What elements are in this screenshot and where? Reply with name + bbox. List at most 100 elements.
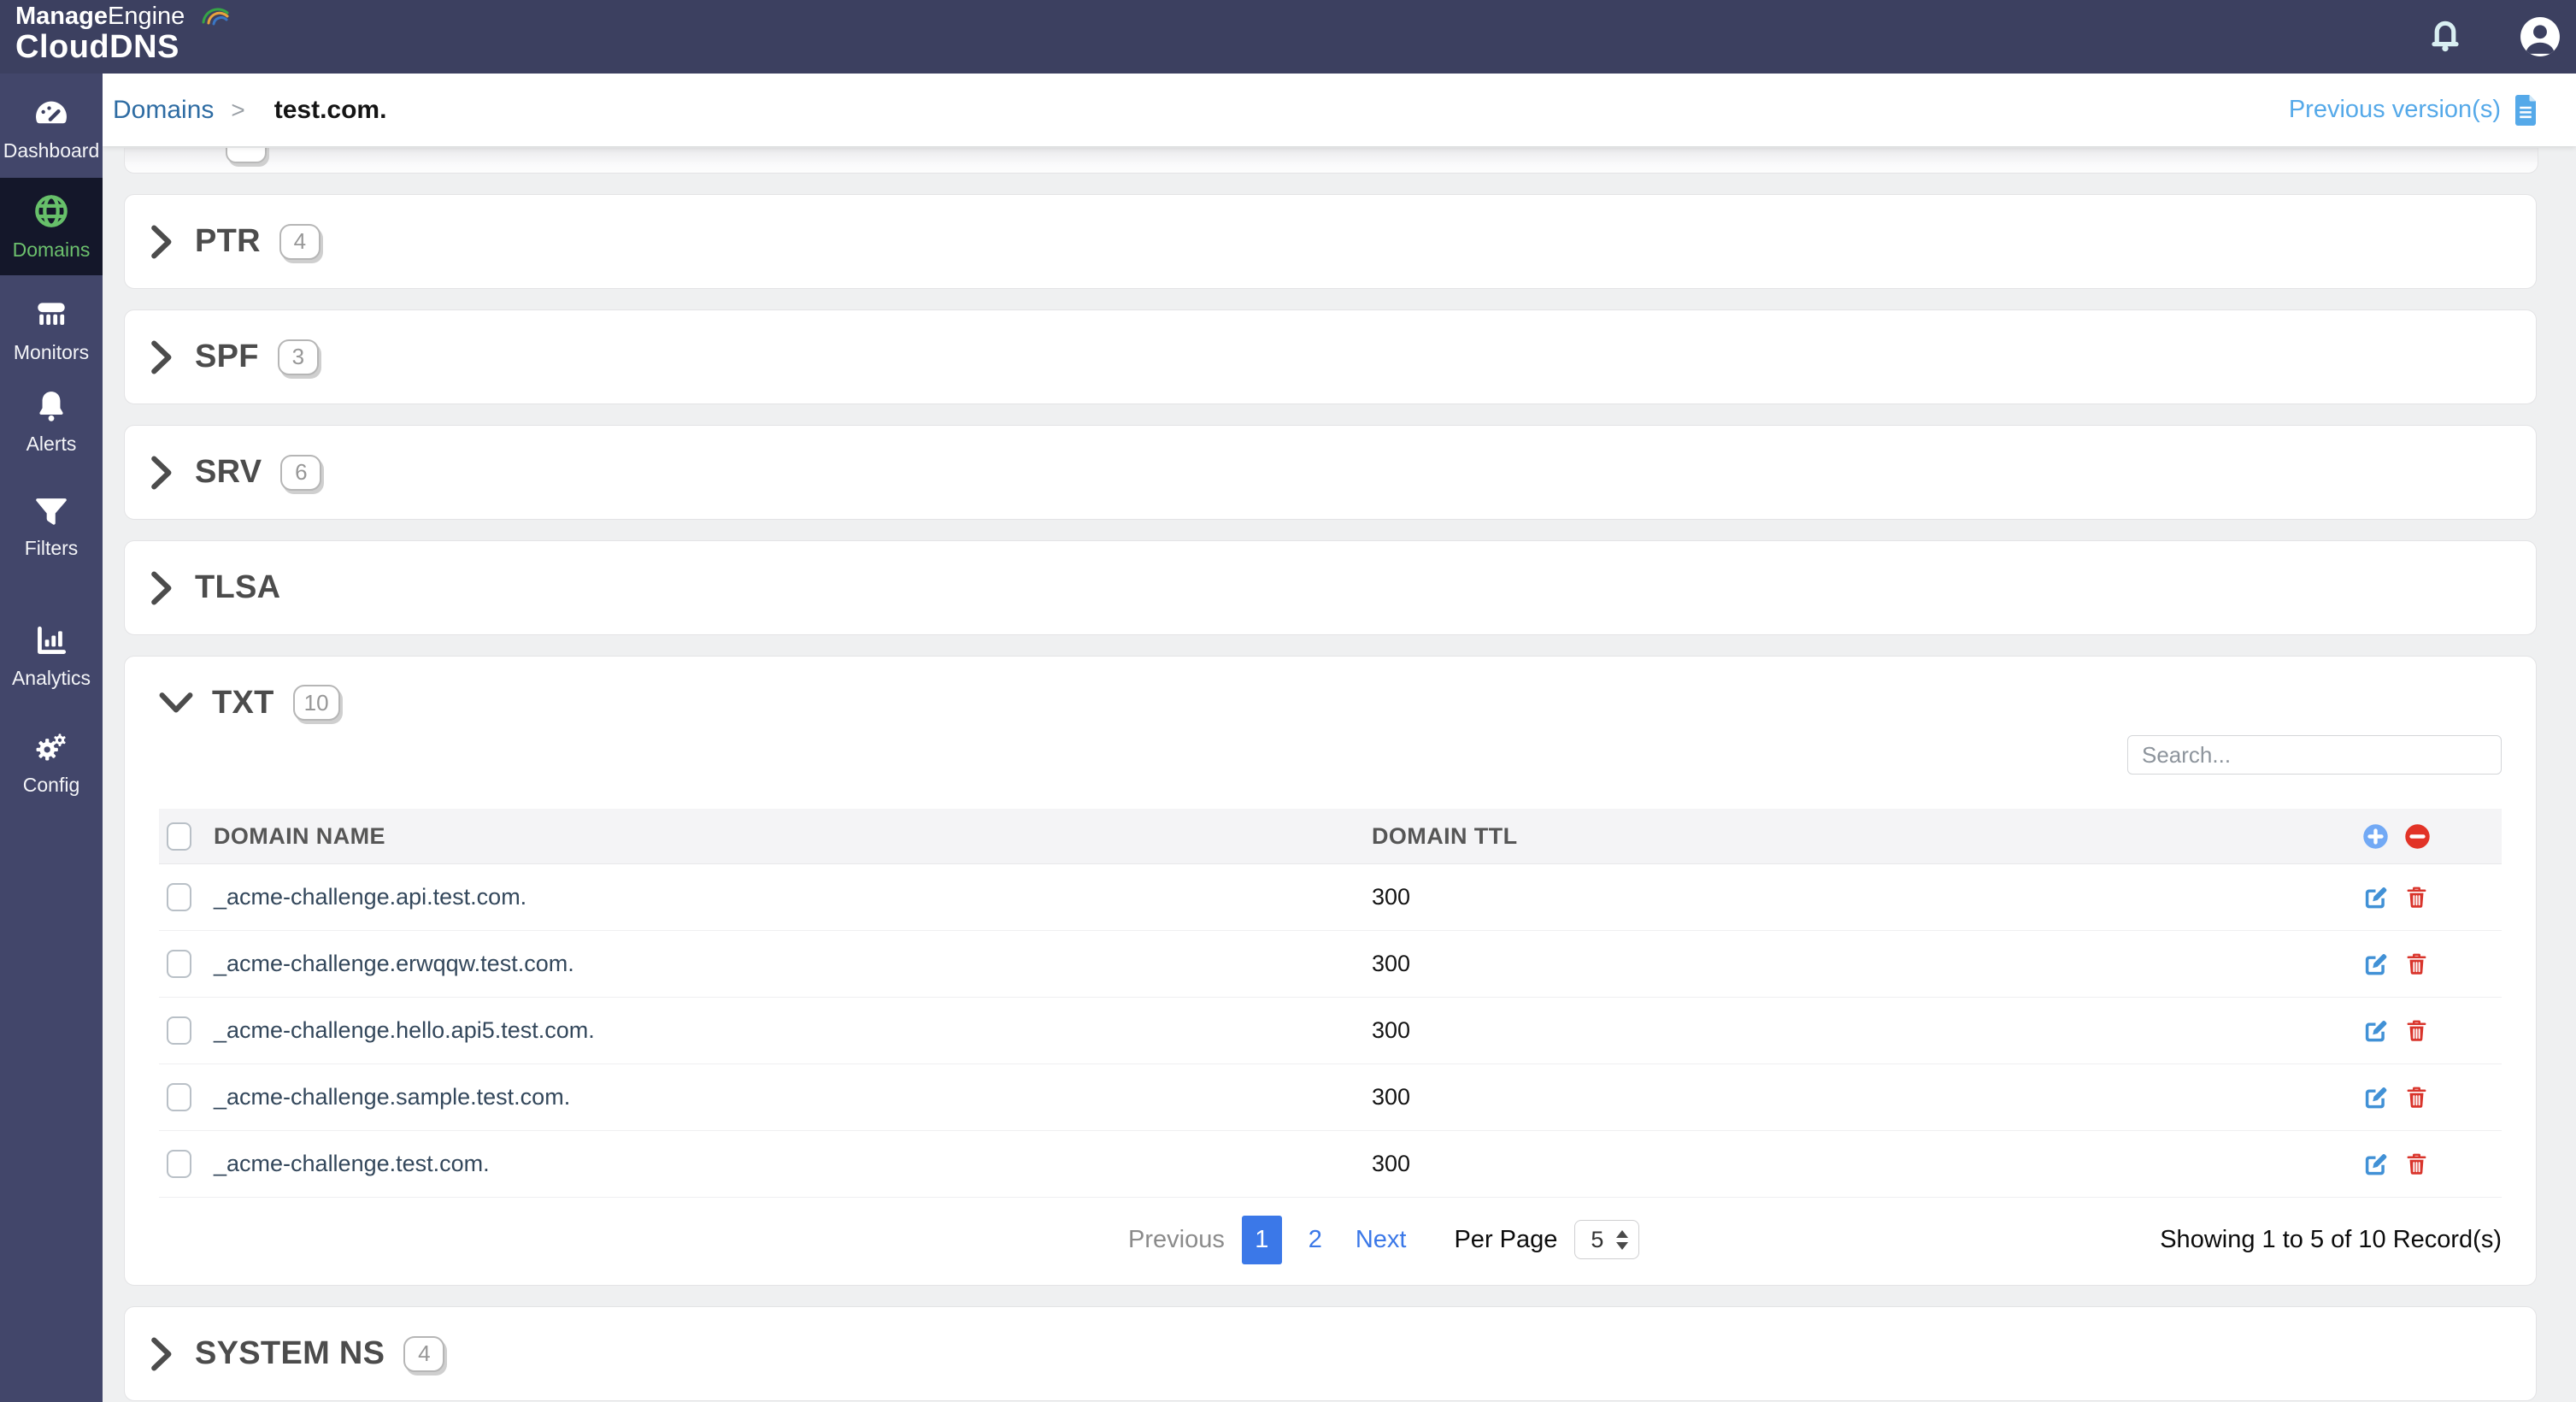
sidebar-item-dashboard[interactable]: Dashboard [0,82,103,176]
chevron-right-icon[interactable] [150,571,173,605]
sidebar-item-alerts[interactable]: Alerts [0,374,103,468]
monitors-server-icon [38,303,65,326]
per-page-select[interactable]: 5 [1574,1220,1640,1259]
edit-record-button[interactable] [2362,951,2389,977]
document-file-icon [2515,94,2536,126]
sidebar-label: Dashboard [3,139,100,162]
dashboard-gauge-icon [36,101,67,124]
section-spf[interactable]: SPF 3 [124,309,2537,404]
column-header-domain-name: DOMAIN NAME [214,822,385,849]
add-record-button[interactable] [2362,823,2389,850]
gears-icon [36,733,66,761]
sidebar-label: Domains [12,239,91,261]
section-system-ns[interactable]: SYSTEM NS 4 [124,1306,2537,1401]
pagination-bar: Previous 1 2 Next Per Page 5 Showing 1 t… [159,1215,2502,1264]
brand-logo[interactable]: ManageEngine CloudDNS [15,3,229,66]
table-row: _acme-challenge.hello.api5.test.com. 300 [159,998,2502,1064]
delete-record-button[interactable] [2404,1152,2429,1176]
cutoff-record-count-badge [226,148,267,163]
section-tlsa[interactable]: TLSA [124,540,2537,635]
sidebar-nav: Dashboard Domains [0,74,103,1402]
breadcrumb-separator: > [231,96,245,123]
table-header-row: DOMAIN NAME DOMAIN TTL [159,809,2502,864]
pagination-page-1[interactable]: 1 [1241,1215,1282,1264]
user-avatar-icon[interactable] [2520,16,2561,57]
chevron-right-icon[interactable] [150,225,173,259]
brand-swoosh-icon [202,8,229,26]
brand-name: ManageEngine [15,3,229,29]
domain-ttl-cell: 300 [1372,1151,1411,1176]
section-srv[interactable]: SRV 6 [124,425,2537,520]
delete-record-button[interactable] [2404,885,2429,910]
section-title: SYSTEM NS [195,1335,385,1371]
row-checkbox[interactable] [167,1150,191,1178]
record-count-badge: 4 [279,223,321,260]
pagination-next[interactable]: Next [1355,1225,1407,1253]
sidebar-label: Monitors [13,341,90,363]
sidebar-item-filters[interactable]: Filters [0,479,103,573]
txt-records-table: DOMAIN NAME DOMAIN TTL [159,809,2502,1198]
chevron-right-icon[interactable] [150,456,173,490]
column-header-domain-ttl: DOMAIN TTL [1372,822,1518,849]
section-title: SRV [195,454,262,490]
delete-record-button[interactable] [2404,1018,2429,1043]
table-row: _acme-challenge.api.test.com. 300 [159,864,2502,931]
section-ptr[interactable]: PTR 4 [124,194,2537,289]
sidebar-label: Config [22,774,80,796]
bar-chart-icon [38,626,67,654]
edit-record-button[interactable] [2362,1151,2389,1177]
record-count-badge: 6 [280,454,322,491]
chevron-right-icon[interactable] [150,340,173,374]
sidebar-item-analytics[interactable]: Analytics [0,609,103,703]
edit-record-button[interactable] [2362,884,2389,910]
notification-bell-icon[interactable] [2426,15,2465,58]
edit-record-button[interactable] [2362,1017,2389,1044]
sidebar-label: Filters [24,537,79,559]
chevron-down-icon[interactable] [159,692,193,714]
domain-name-cell: _acme-challenge.erwqqw.test.com. [214,951,574,976]
table-row: _acme-challenge.test.com. 300 [159,1131,2502,1198]
sidebar-label: Analytics [11,667,91,689]
breadcrumb-domains-link[interactable]: Domains [113,95,215,124]
select-all-checkbox[interactable] [167,822,191,851]
record-count-badge: 10 [292,685,340,721]
domain-ttl-cell: 300 [1372,951,1411,976]
main-area: Domains > test.com. Previous version(s) … [103,74,2576,1402]
domain-ttl-cell: 300 [1372,884,1411,910]
row-checkbox[interactable] [167,883,191,911]
delete-record-button[interactable] [2404,951,2429,976]
per-page-label: Per Page [1454,1225,1558,1253]
row-checkbox[interactable] [167,1083,191,1111]
search-input[interactable] [2127,735,2502,775]
sidebar-label: Alerts [26,433,77,455]
pagination-page-2[interactable]: 2 [1308,1225,1322,1253]
row-checkbox[interactable] [167,1016,191,1045]
pagination-previous[interactable]: Previous [1128,1225,1225,1253]
table-row: _acme-challenge.erwqqw.test.com. 300 [159,931,2502,998]
section-title: TXT [212,684,274,721]
globe-icon [35,195,68,227]
section-title: PTR [195,223,261,259]
section-title: TLSA [195,569,281,605]
sidebar-item-config[interactable]: Config [0,715,103,809]
chevron-right-icon[interactable] [150,1337,173,1371]
domain-ttl-cell: 300 [1372,1084,1411,1110]
breadcrumb-current-domain: test.com. [273,95,387,124]
breadcrumb: Domains > test.com. Previous version(s) [103,74,2576,146]
bell-icon [39,392,63,421]
sidebar-item-monitors[interactable]: Monitors [0,282,103,376]
row-checkbox[interactable] [167,950,191,978]
delete-record-button[interactable] [2404,1085,2429,1110]
per-page-value: 5 [1591,1226,1604,1252]
domain-name-cell: _acme-challenge.hello.api5.test.com. [214,1017,595,1043]
sidebar-item-domains[interactable]: Domains [0,178,103,275]
section-title: SPF [195,339,259,374]
product-name: CloudDNS [15,29,179,66]
records-scroll-area: PTR 4 SPF 3 SRV 6 TLSA [103,146,2576,1402]
section-txt-header[interactable]: TXT 10 [159,679,2502,727]
domain-name-cell: _acme-challenge.sample.test.com. [214,1084,571,1110]
previous-versions-link[interactable]: Previous version(s) [2289,94,2538,126]
remove-record-button[interactable] [2404,823,2431,850]
domain-name-cell: _acme-challenge.test.com. [214,1151,490,1176]
edit-record-button[interactable] [2362,1084,2389,1110]
